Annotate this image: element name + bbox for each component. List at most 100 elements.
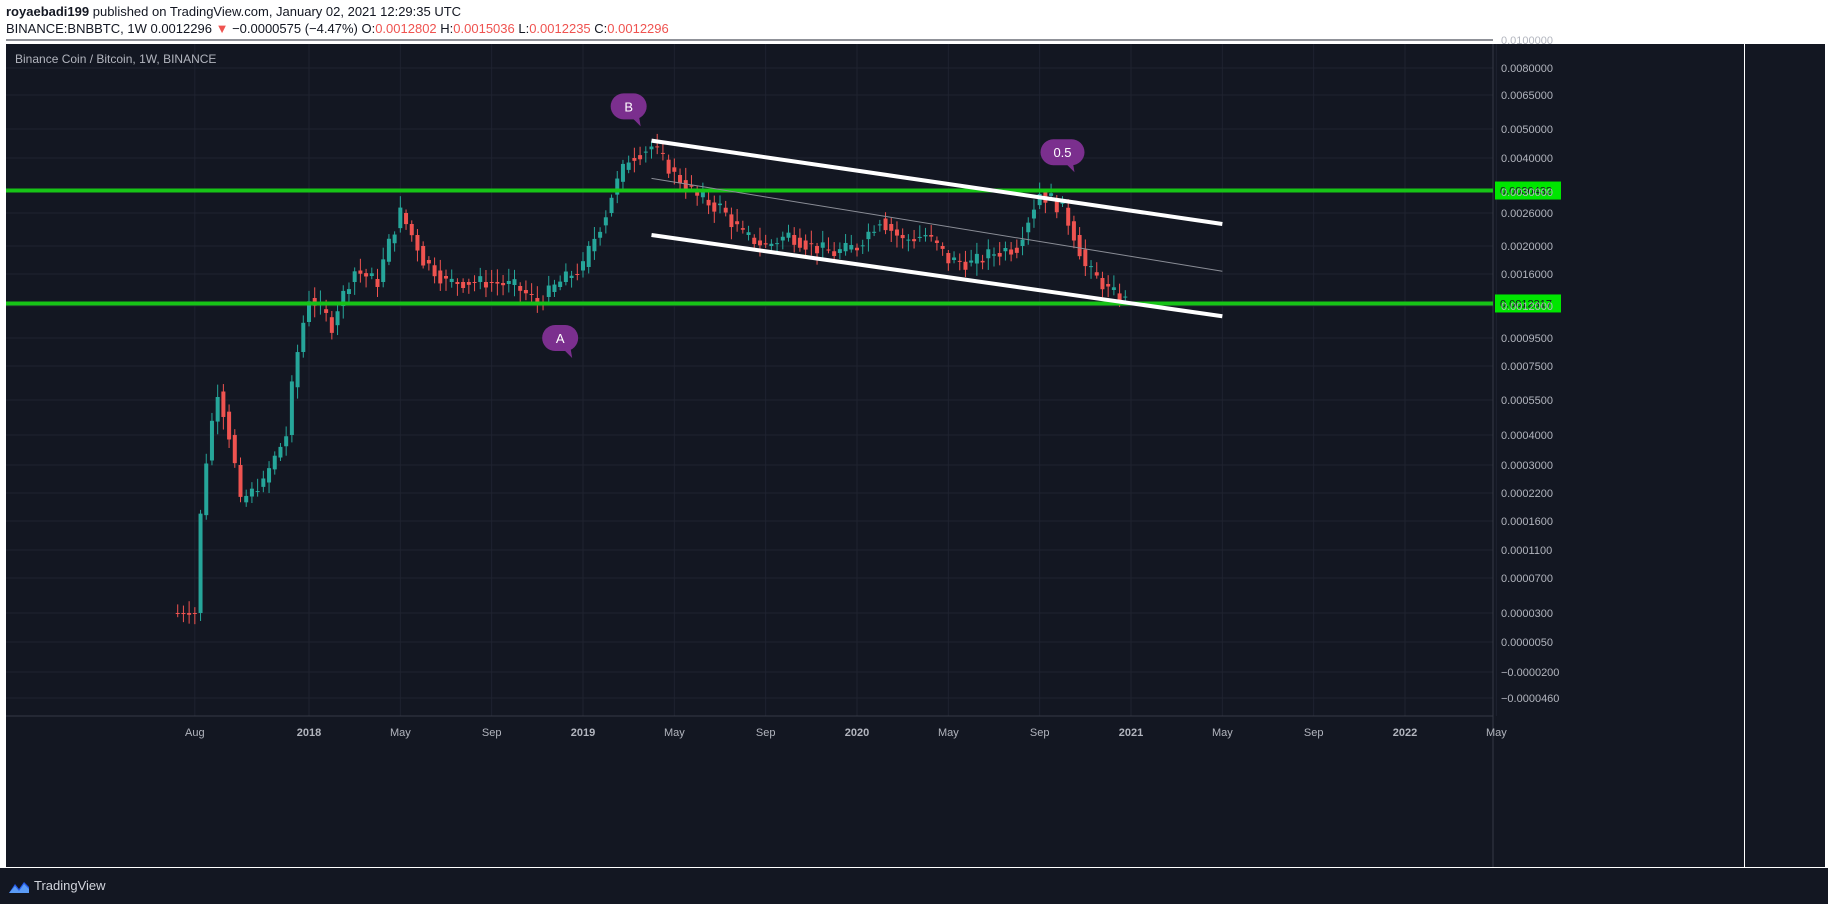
grid-lines — [6, 39, 1497, 867]
candle-body — [940, 246, 945, 249]
candle-body — [221, 391, 226, 417]
candle-body — [386, 238, 391, 262]
candle-body — [1009, 249, 1014, 255]
annotation-label: 0.5 — [1053, 145, 1071, 160]
open-value: 0.0012802 — [375, 21, 437, 36]
candle-body — [872, 231, 877, 233]
candle-body — [889, 224, 894, 231]
x-tick-label: Sep — [482, 727, 502, 739]
candle-body — [723, 207, 728, 213]
candle-body — [815, 246, 820, 254]
x-tick-label: Sep — [756, 727, 776, 739]
candle-body — [489, 282, 494, 283]
y-tick-label: 0.0004000 — [1501, 430, 1553, 442]
candle-body — [369, 273, 374, 276]
y-tick-label: 0.0040000 — [1501, 153, 1553, 165]
candle-body — [198, 513, 203, 613]
candle-body — [877, 224, 882, 226]
candle-body — [660, 152, 665, 154]
x-tick-label: May — [664, 727, 685, 739]
y-tick-label: 0.0000700 — [1501, 573, 1553, 585]
candle-body — [455, 282, 460, 285]
candle-body — [324, 309, 329, 313]
y-tick-label: 0.0100000 — [1501, 35, 1553, 47]
candle-body — [997, 253, 1002, 257]
y-tick-label: 0.0001100 — [1501, 545, 1552, 557]
candle-body — [649, 146, 654, 150]
channel-line-middle — [651, 177, 1223, 272]
candle-body — [364, 273, 369, 277]
candle-body — [849, 245, 854, 250]
candle-body — [843, 242, 848, 252]
candle-body — [261, 478, 266, 487]
channel-line-upper — [651, 138, 1223, 226]
annotation-pointer — [630, 114, 641, 127]
candle-body — [438, 270, 443, 284]
candle-body — [1123, 296, 1128, 298]
candle-body — [381, 259, 386, 282]
candle-body — [1037, 193, 1042, 206]
candle-body — [187, 613, 192, 615]
candle-body — [1031, 209, 1036, 219]
candle-body — [969, 260, 974, 263]
annotation-bubble — [542, 325, 579, 351]
published-text: published on TradingView.com, January 02… — [92, 4, 462, 19]
candle-body — [535, 298, 540, 303]
level-price-tag — [1495, 294, 1561, 313]
candle-body — [695, 190, 700, 196]
candle-body — [284, 436, 289, 447]
candle-body — [832, 251, 837, 257]
close-label: C: — [594, 21, 608, 36]
candle-body — [797, 237, 802, 248]
candle-body — [569, 275, 574, 278]
candle-body — [894, 229, 899, 236]
candle-body — [444, 276, 448, 279]
chart-pane[interactable] — [6, 44, 1744, 867]
candle-body — [232, 435, 237, 464]
candle-body — [575, 274, 580, 275]
candle-body — [181, 613, 186, 615]
candle-body — [735, 221, 740, 225]
candle-body — [934, 240, 939, 243]
candle-body — [786, 232, 791, 238]
footer-bar: TradingView — [0, 868, 1828, 904]
candle-body — [763, 243, 768, 245]
publisher-line: royaebadi199 published on TradingView.co… — [6, 4, 461, 19]
y-tick-label: −0.0000460 — [1501, 693, 1559, 705]
chart-title: Binance Coin / Bitcoin, 1W, BINANCE — [15, 52, 217, 66]
candle-body — [289, 381, 294, 435]
candle-body — [249, 488, 254, 497]
candle-body — [980, 260, 985, 263]
x-tick-label: 2022 — [1393, 727, 1417, 739]
y-tick-label: 0.0005500 — [1501, 395, 1553, 407]
candle-body — [820, 242, 825, 248]
candle-body — [826, 249, 831, 251]
candle-body — [803, 240, 808, 250]
candle-body — [752, 237, 757, 245]
level-price-label: 0.0012317 — [1500, 298, 1552, 310]
candle-body — [295, 352, 300, 388]
candle-body — [615, 178, 620, 195]
y-tick-label: 0.0020000 — [1501, 241, 1553, 253]
annotation-bubbles[interactable]: B A 0.5 — [542, 93, 1085, 358]
candle-body — [426, 260, 431, 264]
candle-body — [501, 283, 506, 286]
high-label: H: — [440, 21, 454, 36]
candle-body — [409, 224, 414, 236]
author-name[interactable]: royaebadi199 — [6, 4, 90, 19]
candle-body — [255, 491, 260, 493]
candle-body — [215, 397, 220, 422]
price-axis[interactable] — [1745, 44, 1825, 867]
channel-lines[interactable] — [651, 138, 1223, 319]
candle-body — [672, 167, 677, 172]
candle-body — [883, 218, 888, 231]
candle-body — [563, 271, 568, 282]
candle-body — [546, 285, 551, 297]
ohlc-line: BINANCE:BNBBTC, 1W 0.0012296 ▼ −0.000057… — [6, 21, 669, 36]
x-tick-label: May — [938, 727, 959, 739]
horizontal-levels[interactable]: 0.0030432 0.0012317 — [6, 181, 1561, 313]
tradingview-brand[interactable]: TradingView — [8, 878, 106, 894]
candle-body — [946, 253, 951, 264]
change-down-icon: ▼ — [215, 21, 229, 36]
